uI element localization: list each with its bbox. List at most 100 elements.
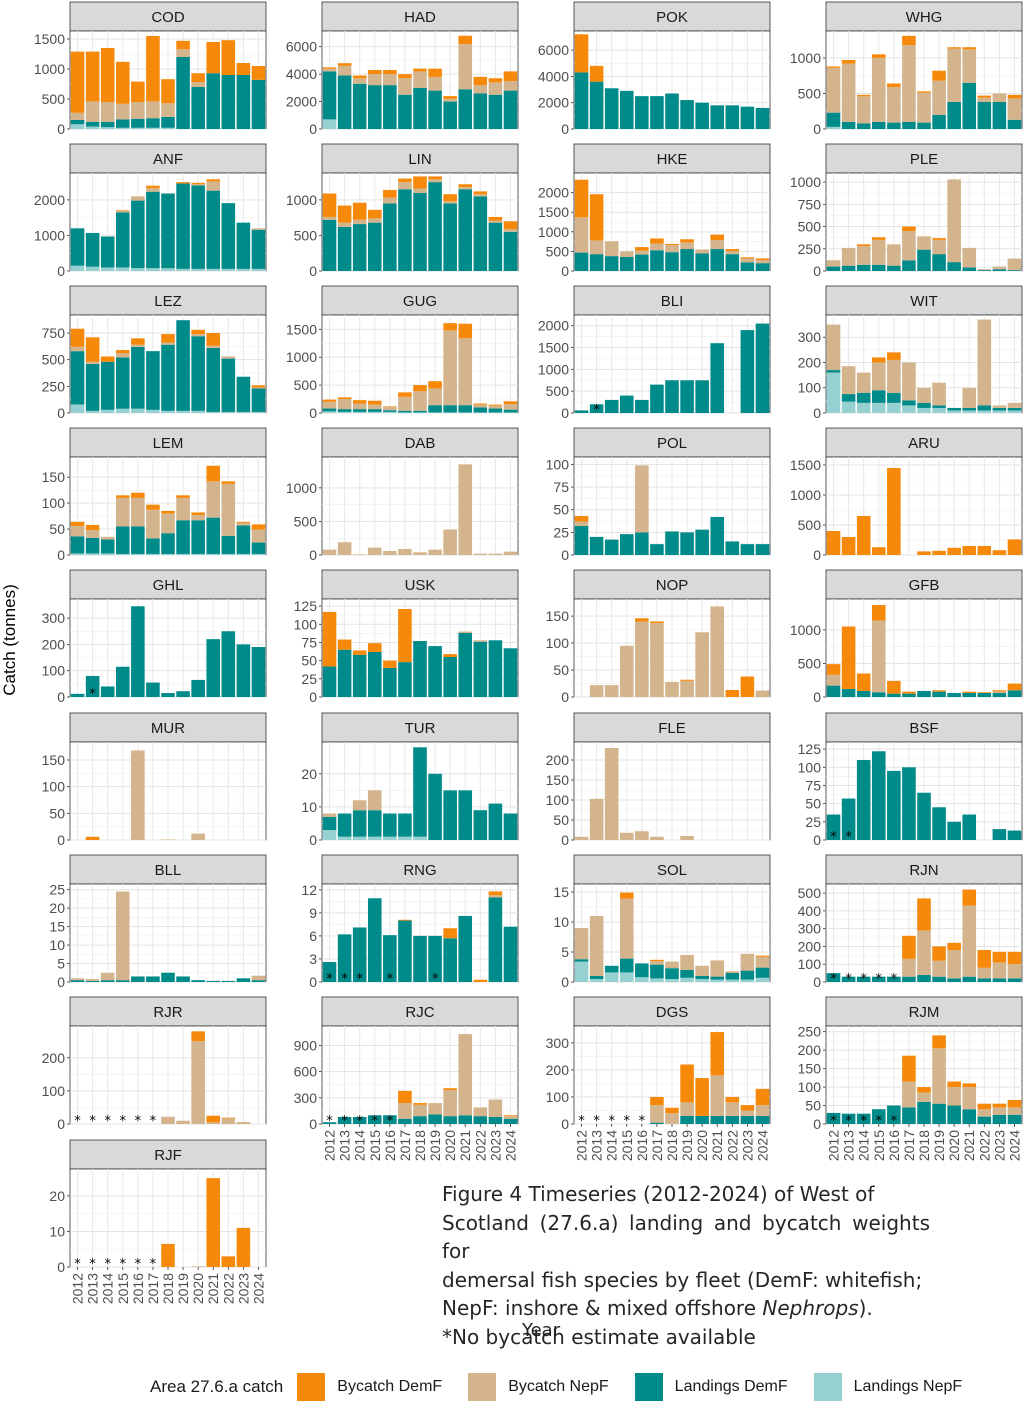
strip-gfb	[825, 569, 1023, 600]
bar-sol-2013-ln	[589, 979, 604, 982]
y-tick-sol-2: 10	[553, 914, 569, 930]
bar-gfb-2021-ld	[962, 692, 977, 697]
bar-rjr-2022-bn	[221, 1118, 236, 1124]
y-tick-cod-1: 500	[42, 91, 66, 107]
bar-bsf-2023-ld	[992, 829, 1007, 840]
bar-usk-2013-bd	[337, 639, 352, 650]
y-tick-rjm-1: 50	[805, 1098, 821, 1114]
bar-aru-2023-bd	[992, 550, 1007, 555]
bar-ple-2014-ld	[856, 264, 871, 271]
y-tick-pok-0: 0	[561, 121, 569, 137]
bar-lez-2013-bn	[85, 361, 100, 364]
bar-anf-2022-ld	[221, 203, 236, 269]
no-estimate-star-rjn-2014: *	[860, 972, 867, 987]
bar-lem-2014-bn	[100, 536, 115, 540]
strip-label-had: HAD	[404, 9, 436, 26]
bar-usk-2016-ld	[383, 667, 397, 697]
bar-gfb-2019-bd	[932, 690, 946, 692]
bar-ple-2019-bn	[932, 239, 946, 255]
bar-tur-2014-bn	[352, 800, 367, 811]
bar-rjc-2020-bn	[443, 1089, 457, 1117]
strip-nop	[573, 569, 771, 600]
bar-usk-2018-ld	[413, 641, 427, 697]
bar-had-2014-bd	[352, 75, 367, 79]
x-tick-rjc-2014: 2014	[352, 1130, 368, 1161]
y-tick-tur-0: 0	[309, 832, 317, 848]
bar-nop-2024-bn	[755, 690, 770, 697]
y-tick-ghl-3: 300	[42, 610, 66, 626]
y-tick-ple-0: 0	[813, 263, 821, 279]
y-tick-rjf-2: 20	[49, 1188, 65, 1204]
bar-sol-2013-bn	[589, 916, 604, 976]
bar-pok-2017-ld	[650, 96, 664, 129]
bar-tur-2013-ld	[337, 813, 352, 837]
y-tick-rjn-2: 200	[798, 938, 822, 954]
bar-rjf-2022-bd	[221, 1256, 236, 1267]
bar-sol-2012-ln	[574, 961, 589, 982]
y-tick-sol-1: 5	[561, 944, 569, 960]
bar-lez-2016-ld	[131, 346, 145, 409]
bar-cod-2014-bd	[100, 48, 115, 102]
y-tick-rng-3: 9	[309, 905, 317, 921]
bar-gug-2016-ln	[383, 411, 397, 413]
bar-sol-2019-ln	[680, 977, 694, 982]
no-estimate-star-rjm-2013: *	[845, 1114, 852, 1129]
bar-rng-2017-bd	[398, 919, 412, 921]
x-tick-dgs-2021: 2021	[709, 1130, 725, 1161]
no-estimate-star-rjm-2015: *	[876, 1114, 883, 1129]
bar-lin-2024-bn	[503, 229, 518, 232]
bar-bli-2017-ld	[650, 384, 664, 413]
bar-rjm-2020-bd	[947, 1081, 961, 1088]
bar-lem-2022-bn	[221, 483, 236, 536]
bar-gug-2024-bd	[503, 401, 518, 405]
bar-hke-2020-ld	[695, 253, 709, 271]
x-tick-dgs-2015: 2015	[619, 1130, 635, 1161]
y-tick-hke-4: 2000	[538, 185, 569, 201]
bar-rjm-2012-ld	[826, 1112, 841, 1124]
y-tick-hke-2: 1000	[538, 224, 569, 240]
bar-tur-2021-ld	[458, 790, 473, 840]
bar-rjm-2018-bd	[917, 1087, 931, 1093]
bar-whg-2024-bn	[1007, 98, 1022, 120]
bar-rjm-2017-bd	[902, 1055, 916, 1082]
bar-lin-2022-ld	[473, 196, 488, 271]
bar-ghl-2014-ld	[100, 686, 115, 697]
strip-fle	[573, 712, 771, 743]
no-estimate-star-dgs-2014: *	[608, 1114, 615, 1129]
strip-label-rng: RNG	[403, 862, 436, 879]
bar-gug-2020-bn	[443, 330, 457, 406]
bar-wit-2012-ln	[826, 372, 841, 413]
bar-aru-2015-bd	[871, 547, 886, 555]
bar-cod-2018-ld	[161, 117, 175, 128]
bar-gug-2021-ld	[458, 405, 473, 413]
no-estimate-star-rjm-2012: *	[830, 1114, 837, 1129]
bar-cod-2024-ld	[251, 79, 266, 129]
bar-gfb-2015-bd	[871, 605, 886, 621]
bar-sol-2013-ld	[589, 976, 604, 979]
caption-line-4-post: ).	[858, 1296, 873, 1320]
bar-wit-2020-ln	[947, 410, 961, 413]
gridlines-gfb	[826, 599, 1022, 698]
bar-aru-2022-bd	[977, 546, 992, 555]
bar-rng-2022-bd	[473, 979, 488, 982]
bar-gug-2018-ln	[413, 412, 427, 413]
y-tick-usk-5: 125	[294, 598, 318, 614]
bar-gug-2023-ld	[488, 408, 503, 413]
bar-cod-2016-ln	[131, 127, 145, 129]
bar-ple-2019-ld	[932, 254, 946, 271]
y-tick-rjr-0: 0	[57, 1116, 65, 1132]
bar-lez-2024-ld	[251, 388, 266, 412]
bar-rjn-2017-ld	[902, 976, 916, 982]
bar-anf-2019-ld	[176, 183, 190, 269]
bar-gfb-2015-ld	[871, 692, 886, 697]
bar-hke-2023-ld	[740, 262, 755, 271]
strip-rjf	[69, 1139, 267, 1170]
bar-dab-2012-bn	[322, 549, 337, 555]
bar-rjn-2024-bn	[1007, 964, 1022, 979]
y-tick-lem-0: 0	[57, 547, 65, 563]
bar-lez-2013-ld	[85, 363, 100, 411]
y-tick-nop-0: 0	[561, 689, 569, 705]
bar-rjm-2018-ld	[917, 1101, 931, 1124]
y-tick-ple-2: 500	[798, 219, 822, 235]
